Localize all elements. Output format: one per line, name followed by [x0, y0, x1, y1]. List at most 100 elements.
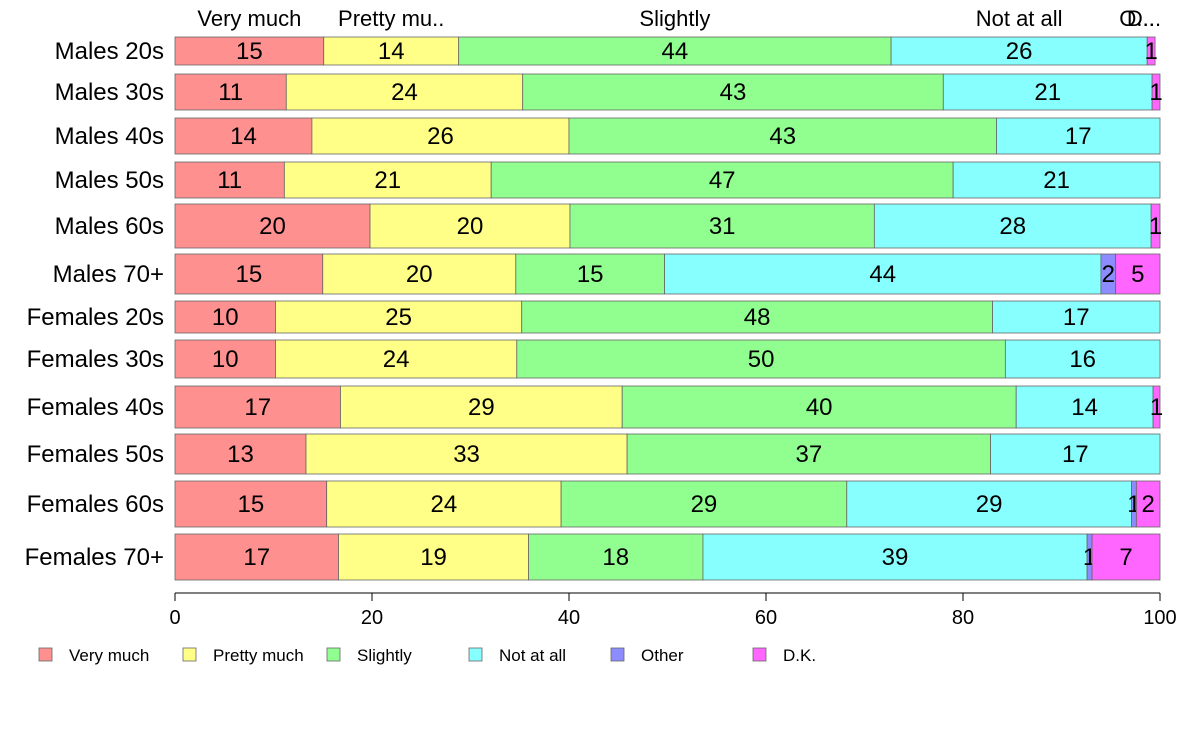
legend-label: Other: [641, 646, 684, 665]
legend-label: Very much: [69, 646, 149, 665]
bar-females-40s-not-at-all: [1015, 385, 1154, 429]
bar-females-40s-d-k: [1152, 385, 1161, 429]
bar-females-30s-slightly: [516, 339, 1006, 379]
x-tick-label: 60: [755, 607, 777, 629]
data-label: 18: [602, 544, 629, 571]
x-tick-label: 20: [361, 607, 383, 629]
row-label: Females 30s: [27, 346, 164, 373]
row-label: Males 20s: [55, 38, 164, 65]
bar-females-50s-very-much: [174, 433, 307, 475]
bar-females-30s-pretty-much: [275, 339, 518, 379]
bar-females-30s-very-much: [174, 339, 276, 379]
legend-swatch-pretty-much: [182, 647, 197, 662]
bar-males-60s-slightly: [569, 203, 875, 249]
bar-males-30s-very-much: [174, 73, 287, 111]
data-label: 26: [1006, 38, 1033, 65]
data-label: 19: [420, 544, 447, 571]
data-label: 24: [383, 346, 410, 373]
data-label: 14: [378, 38, 405, 65]
row-label: Males 70+: [53, 261, 164, 288]
bar-females-60s-very-much: [174, 480, 328, 528]
legend-swatch-very-much: [38, 647, 53, 662]
top-category-label: Pretty mu..: [338, 6, 444, 31]
data-label: 1: [1144, 38, 1157, 65]
bar-males-60s-d-k: [1150, 203, 1161, 249]
bar-males-70-very-much: [174, 253, 324, 295]
bar-females-20s-not-at-all: [992, 300, 1161, 334]
data-label: 17: [243, 544, 270, 571]
data-label: 37: [795, 441, 822, 468]
data-label: 1: [1150, 394, 1163, 421]
data-label: 26: [427, 123, 454, 150]
data-label: 39: [882, 544, 909, 571]
bar-males-70-slightly: [515, 253, 665, 295]
data-label: 44: [662, 38, 689, 65]
data-label: 29: [691, 491, 718, 518]
bar-males-30s-not-at-all: [942, 73, 1153, 111]
x-tick-label: 40: [558, 607, 580, 629]
top-category-label: Slightly: [639, 6, 710, 31]
bar-males-70-not-at-all: [664, 253, 1102, 295]
data-label: 25: [385, 304, 412, 331]
data-label: 24: [391, 79, 418, 106]
row-label: Females 40s: [27, 394, 164, 421]
data-label: 17: [1062, 441, 1089, 468]
bar-females-50s-not-at-all: [990, 433, 1161, 475]
data-label: 1: [1149, 213, 1162, 240]
bar-males-40s-slightly: [568, 117, 997, 155]
data-label: 21: [1034, 79, 1061, 106]
bar-females-50s-pretty-much: [305, 433, 628, 475]
row-label: Males 60s: [55, 213, 164, 240]
bar-males-50s-very-much: [174, 161, 285, 199]
bar-females-40s-very-much: [174, 385, 341, 429]
data-label: 44: [869, 261, 896, 288]
bar-males-30s-pretty-much: [285, 73, 524, 111]
data-label: 14: [230, 123, 257, 150]
bar-females-20s-very-much: [174, 300, 276, 334]
row-label: Males 50s: [55, 167, 164, 194]
bar-males-30s-d-k: [1151, 73, 1161, 111]
data-label: 5: [1131, 261, 1144, 288]
legend-swatch-not-at-all: [468, 647, 483, 662]
bar-males-50s-slightly: [490, 161, 954, 199]
row-label: Males 30s: [55, 79, 164, 106]
bar-males-20s-d-k: [1146, 36, 1156, 66]
data-label: 11: [217, 167, 242, 194]
bar-females-70-not-at-all: [702, 533, 1088, 581]
data-label: 15: [236, 38, 263, 65]
data-label: 2: [1142, 491, 1155, 518]
bar-females-70-very-much: [174, 533, 339, 581]
data-label: 15: [237, 491, 264, 518]
row-label: Females 50s: [27, 441, 164, 468]
row-label: Females 60s: [27, 491, 164, 518]
bar-females-40s-pretty-much: [340, 385, 623, 429]
data-label: 29: [976, 491, 1003, 518]
data-label: 50: [748, 346, 775, 373]
bar-males-70-d-k: [1115, 253, 1161, 295]
legend-label: Pretty much: [213, 646, 304, 665]
data-label: 17: [1063, 304, 1090, 331]
row-label: Females 70+: [25, 544, 164, 571]
bar-males-40s-not-at-all: [996, 117, 1161, 155]
data-label: 29: [468, 394, 495, 421]
top-category-label: O...: [1119, 6, 1154, 31]
bar-males-20s-slightly: [458, 36, 892, 66]
data-label: 1: [1149, 79, 1162, 106]
data-label: 10: [212, 304, 239, 331]
legend-label: Slightly: [357, 646, 412, 665]
data-label: 15: [577, 261, 604, 288]
row-labels-group: Males 20s Males 30s Males 40s Males 50s Male…: [25, 38, 164, 571]
bar-males-60s-not-at-all: [873, 203, 1152, 249]
data-label: 28: [999, 213, 1026, 240]
bar-males-30s-slightly: [522, 73, 944, 111]
data-label: 47: [709, 167, 736, 194]
bar-females-30s-not-at-all: [1004, 339, 1161, 379]
bar-females-60s-not-at-all: [846, 480, 1132, 528]
bar-males-60s-very-much: [174, 203, 371, 249]
data-label: 24: [431, 491, 458, 518]
data-label: 31: [709, 213, 736, 240]
data-label: 17: [244, 394, 271, 421]
data-label: 13: [227, 441, 254, 468]
